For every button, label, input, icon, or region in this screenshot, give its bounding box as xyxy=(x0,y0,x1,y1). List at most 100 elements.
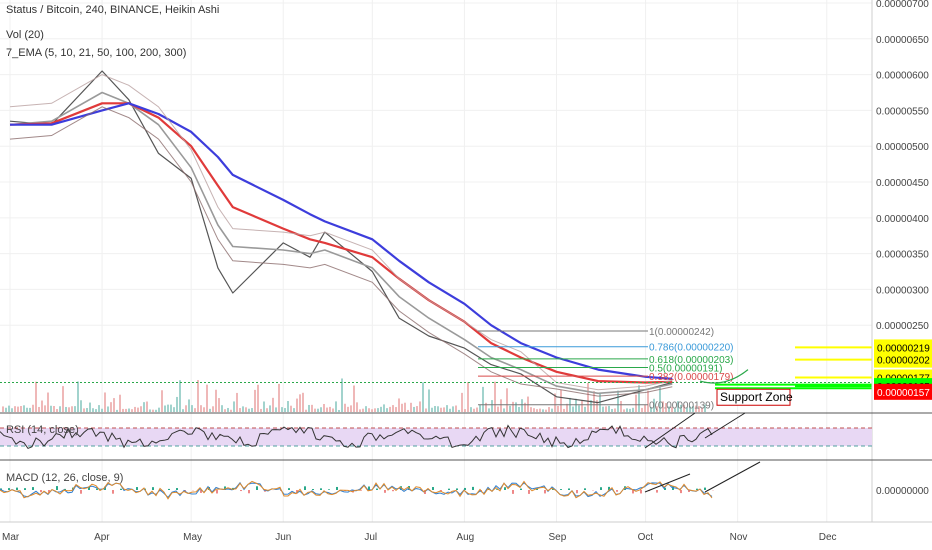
time-tick-label: Jul xyxy=(364,532,377,543)
volume-bar xyxy=(470,407,472,412)
volume-bar xyxy=(83,408,85,412)
fib-label: 0.382(0.00000179) xyxy=(649,372,734,383)
volume-bar xyxy=(17,406,19,412)
volume-bar xyxy=(401,403,403,412)
price-badge xyxy=(874,383,932,400)
volume-bar xyxy=(20,406,22,412)
macd-histogram-bar xyxy=(336,486,338,490)
volume-bar xyxy=(203,407,205,412)
volume-bar xyxy=(68,407,70,412)
volume-bar xyxy=(134,406,136,412)
volume-bar xyxy=(551,408,553,412)
macd-histogram-bar xyxy=(632,490,634,494)
volume-bar xyxy=(599,393,601,412)
volume-bars xyxy=(2,378,706,412)
volume-bar xyxy=(275,407,277,412)
volume-bar xyxy=(605,406,607,412)
macd-histogram-bar xyxy=(288,488,290,490)
macd-histogram-bar xyxy=(696,488,698,490)
volume-bar xyxy=(440,407,442,412)
volume-bar xyxy=(215,389,217,412)
volume-bar xyxy=(644,404,646,412)
volume-bar xyxy=(308,404,310,412)
macd-histogram-bar xyxy=(0,488,2,490)
rsi-line xyxy=(0,424,713,450)
volume-bar xyxy=(89,402,91,412)
volume-bar xyxy=(305,409,307,412)
volume-bar xyxy=(491,400,493,412)
volume-bar xyxy=(161,390,163,412)
volume-bar xyxy=(197,380,199,412)
support-zone-annotation: Support Zone xyxy=(716,388,793,406)
volume-bar xyxy=(389,406,391,412)
volume-bar xyxy=(512,401,514,412)
volume-bar xyxy=(191,405,193,412)
volume-bar xyxy=(269,405,271,412)
volume-bar xyxy=(233,401,235,412)
volume-bar xyxy=(419,401,421,412)
volume-bar xyxy=(293,408,295,412)
macd-histogram-bar xyxy=(704,487,706,490)
volume-bar xyxy=(458,409,460,412)
rsi-band xyxy=(0,428,872,446)
volume-bar xyxy=(251,408,253,412)
macd-histogram-bar xyxy=(64,488,66,490)
volume-bar xyxy=(170,404,172,412)
volume-bar xyxy=(611,408,613,412)
volume-bar xyxy=(689,406,691,412)
volume-bar xyxy=(182,409,184,412)
macd-histogram-bar xyxy=(656,490,658,493)
volume-bar xyxy=(668,406,670,412)
volume-bar xyxy=(353,385,355,412)
volume-bar xyxy=(245,407,247,412)
macd-histogram-bar xyxy=(200,490,202,493)
volume-bar xyxy=(533,408,535,412)
volume-bar xyxy=(443,407,445,412)
price-badges: 0.000002190.000002020.000001770.00000165… xyxy=(795,339,932,400)
volume-bar xyxy=(314,408,316,412)
volume-bar xyxy=(575,398,577,412)
price-badge xyxy=(874,339,932,356)
volume-bar xyxy=(146,401,148,412)
volume-bar xyxy=(641,407,643,412)
volume-bar xyxy=(302,392,304,412)
volume-bar xyxy=(221,405,223,412)
volume-bar xyxy=(80,400,82,412)
macd-trendline xyxy=(704,461,761,493)
volume-bar xyxy=(524,402,526,412)
ema-ribbon-line xyxy=(9,74,673,391)
price-tick-label: 0.00000350 xyxy=(876,250,929,261)
volume-bar xyxy=(632,407,634,412)
volume-bar xyxy=(596,400,598,412)
volume-bar xyxy=(26,407,28,412)
volume-bar xyxy=(38,406,40,412)
volume-bar xyxy=(590,400,592,412)
volume-bar xyxy=(665,403,667,412)
volume-bar xyxy=(200,405,202,412)
macd-histogram-bar xyxy=(640,490,642,494)
volume-bar xyxy=(113,398,115,412)
volume-bar xyxy=(395,407,397,412)
volume-bar xyxy=(185,405,187,412)
macd-histogram-bar xyxy=(520,488,522,490)
macd-histogram-bar xyxy=(96,488,98,490)
volume-bar xyxy=(194,408,196,412)
macd-histogram-bar xyxy=(528,490,530,494)
volume-bar xyxy=(461,392,463,412)
macd-histogram-bar xyxy=(24,488,26,490)
volume-bar xyxy=(116,409,118,412)
macd-histogram-bar xyxy=(440,490,442,492)
volume-bar xyxy=(71,406,73,412)
volume-bar xyxy=(422,382,424,412)
volume-bar xyxy=(695,405,697,412)
volume-bar xyxy=(362,408,364,412)
time-tick-label: Oct xyxy=(638,532,654,543)
volume-bar xyxy=(536,409,538,412)
price-tick-label: 0.00000700 xyxy=(876,0,929,10)
macd-histogram-bar xyxy=(32,487,34,490)
volume-bar xyxy=(608,405,610,412)
macd-histogram-bar xyxy=(576,490,578,494)
volume-bar xyxy=(209,408,211,412)
volume-bar xyxy=(320,407,322,412)
